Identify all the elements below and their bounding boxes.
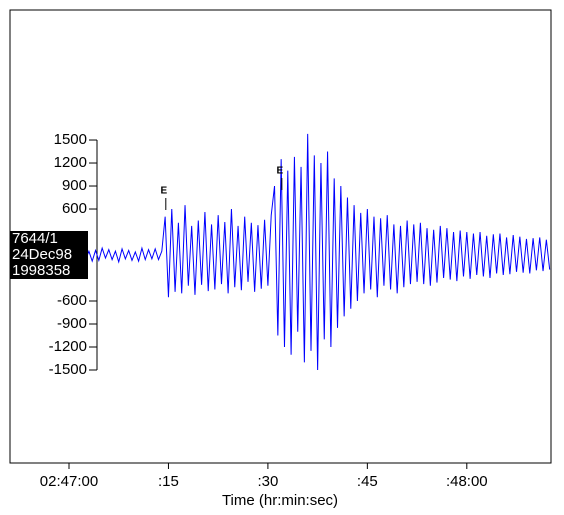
waveform — [48, 133, 551, 371]
y-tick-label: 900 — [62, 177, 87, 194]
station-text: 24Dec98 — [12, 246, 72, 263]
plot-frame — [9, 9, 552, 464]
x-axis-label: Time (hr:min:sec) — [222, 492, 338, 509]
y-tick-label: -1200 — [49, 338, 87, 355]
y-tick-label: -1500 — [49, 361, 87, 378]
x-tick-label: :48:00 — [446, 473, 488, 490]
event-label: E — [276, 166, 283, 177]
y-tick-label: -600 — [57, 292, 87, 309]
station-box — [10, 231, 88, 279]
y-tick-label: -900 — [57, 315, 87, 332]
y-tick-label: 600 — [62, 200, 87, 217]
x-tick-label: 02:47:00 — [40, 473, 98, 490]
x-tick-label: :30 — [257, 473, 278, 490]
x-tick-label: :15 — [158, 473, 179, 490]
y-tick-label: 1200 — [54, 154, 87, 171]
station-text: 1998358 — [12, 262, 70, 279]
event-label: E — [160, 186, 167, 197]
station-text: 7644/1 — [12, 230, 58, 247]
y-tick-label: 1500 — [54, 131, 87, 148]
x-tick-label: :45 — [357, 473, 378, 490]
